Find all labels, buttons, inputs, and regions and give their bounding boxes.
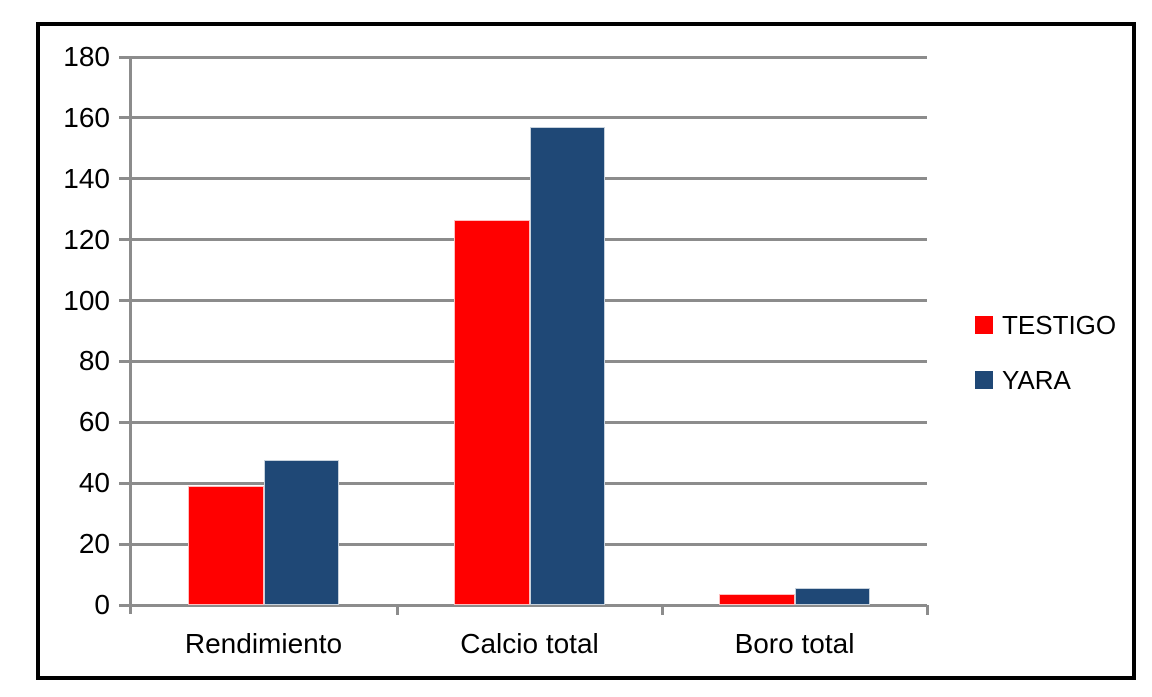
bar-testigo-boro-total: [719, 594, 795, 605]
y-axis-tick-label-80: 80: [78, 345, 110, 377]
x-axis-category-label-calcio-total: Calcio total: [460, 628, 599, 659]
legend-label-testigo: TESTIGO: [1002, 310, 1117, 340]
bar-testigo-calcio-total: [454, 219, 530, 605]
gridline-180: [119, 55, 927, 59]
x-axis-category-label-boro-total: Boro total: [734, 628, 855, 659]
x-axis-category-label-rendimiento: Rendimiento: [184, 628, 343, 659]
bar-yara-calcio-total: [529, 127, 605, 605]
y-axis-tick-label-40: 40: [78, 467, 110, 499]
y-axis-tick-label-100: 100: [63, 284, 110, 316]
legend: TESTIGO YARA: [975, 311, 1116, 421]
x-axis-tick-2: [660, 605, 664, 615]
legend-swatch-testigo: [975, 316, 993, 334]
y-axis-tick-label-0: 0: [94, 589, 110, 620]
legend-swatch-yara: [975, 371, 993, 389]
y-axis-tick-label-120: 120: [63, 223, 110, 255]
y-axis-tick-label-20: 20: [78, 528, 110, 560]
y-axis-tick-label-160: 160: [63, 101, 110, 133]
bar-testigo-rendimiento: [188, 486, 264, 605]
legend-item-testigo: TESTIGO: [975, 311, 1116, 339]
gridline-140: [119, 177, 927, 181]
y-axis-tick-label-180: 180: [63, 41, 110, 72]
legend-item-yara: YARA: [975, 366, 1116, 394]
x-axis-tick-1: [395, 605, 399, 615]
x-axis-line: [119, 603, 927, 607]
gridline-160: [119, 116, 927, 120]
bar-yara-boro-total: [794, 588, 870, 605]
bar-yara-rendimiento: [263, 460, 339, 605]
y-axis-line: [128, 56, 132, 614]
x-axis-tick-3: [925, 605, 929, 615]
y-axis-tick-label-140: 140: [63, 162, 110, 194]
y-axis-tick-label-60: 60: [78, 406, 110, 438]
legend-label-yara: YARA: [1002, 365, 1071, 395]
